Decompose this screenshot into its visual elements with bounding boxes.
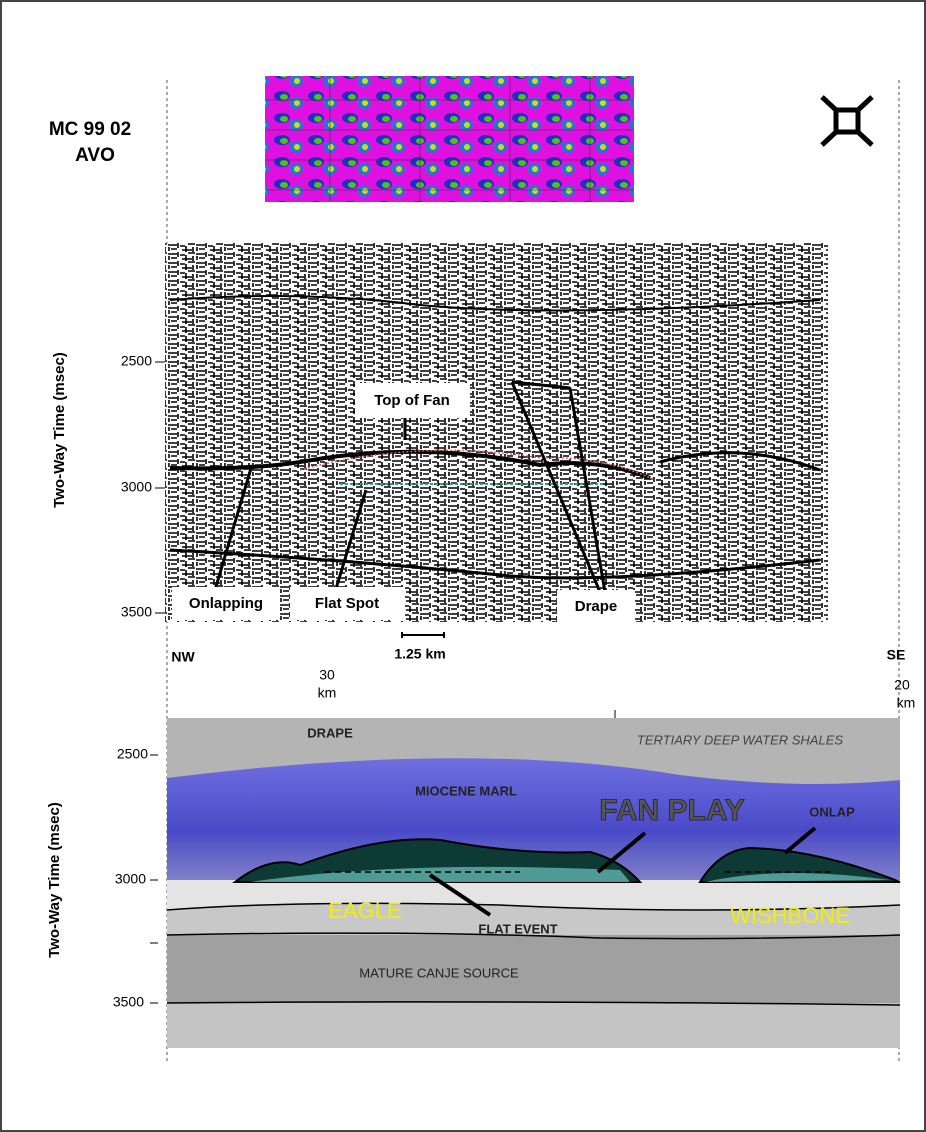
title: AVO — [75, 145, 115, 166]
y-ticks — [150, 754, 158, 1004]
seismic-horizons — [169, 449, 651, 480]
cross-section — [596, 831, 647, 874]
cross-section — [698, 846, 901, 883]
cross-section — [166, 871, 901, 1006]
scale-bar — [401, 632, 445, 638]
title: MC 99 02 — [49, 119, 131, 140]
cross-section — [167, 880, 900, 910]
compass-icon — [820, 95, 874, 147]
cross-section — [705, 872, 890, 882]
avo-grid — [265, 76, 634, 202]
annotation: Onlapping — [189, 595, 263, 612]
seismic-horizons — [169, 548, 821, 580]
distance-label: 30 — [319, 667, 335, 683]
annotation: Drape — [575, 598, 618, 615]
layer-label: FLAT EVENT — [478, 921, 557, 936]
y-tick-label: 3500 — [113, 994, 144, 1010]
y-ticks — [155, 361, 165, 614]
annotation: Top of Fan — [374, 392, 450, 409]
play-label: FAN PLAY — [599, 794, 745, 827]
compass-icon — [820, 95, 874, 147]
cross-section — [166, 902, 901, 911]
label-box — [557, 590, 635, 623]
pointer-lines — [213, 464, 254, 591]
layer-label: MATURE CANJE SOURCE — [359, 965, 519, 980]
distance-label: 20 — [894, 677, 910, 693]
cross-section — [783, 826, 817, 855]
cross-section — [166, 718, 901, 1048]
cross-section — [428, 873, 492, 917]
direction-label: SE — [887, 647, 906, 663]
cross-section — [250, 866, 630, 882]
cross-section — [167, 1003, 900, 1048]
axis-title: Two-Way Time (msec) — [46, 802, 63, 958]
label-box — [355, 383, 470, 418]
cross-section — [167, 935, 900, 1003]
seismic-horizons — [169, 295, 821, 312]
y-tick-label: 3000 — [121, 479, 152, 495]
annotation: Flat Spot — [315, 595, 379, 612]
y-tick-label: 3000 — [115, 871, 146, 887]
y-tick-label: 2500 — [117, 746, 148, 762]
label-box — [172, 587, 280, 620]
seismic-section — [165, 243, 828, 622]
field-label: WISHBONE — [730, 903, 850, 928]
field-label: EAGLE — [328, 898, 401, 923]
pointer-lines — [333, 489, 368, 593]
layer-label: ONLAP — [809, 804, 855, 819]
figure: 2500 3000 3500 — [121, 353, 152, 620]
label-box — [290, 587, 405, 620]
avo-map — [265, 76, 634, 202]
pointer-lines — [213, 380, 607, 593]
seismic-horizons — [659, 451, 821, 472]
cross-section — [167, 903, 900, 935]
distance-unit: km — [318, 685, 337, 701]
pointer-lines — [510, 381, 602, 593]
cross-section — [166, 932, 901, 940]
cross-section — [166, 1001, 901, 1006]
pointer-lines — [568, 387, 607, 593]
axis-title: Two-Way Time (msec) — [51, 352, 68, 508]
direction-label: NW — [171, 649, 195, 665]
layer-label: DRAPE — [307, 725, 353, 740]
compass-icon — [833, 107, 861, 135]
seismic-horizons — [169, 295, 821, 580]
layer-label: TERTIARY DEEP WATER SHALES — [637, 732, 843, 747]
distance-unit: km — [897, 695, 916, 711]
pointer-lines — [511, 380, 571, 390]
scale-label: 1.25 km — [394, 646, 445, 662]
layer-label: MIOCENE MARL — [415, 783, 517, 798]
cross-section — [428, 826, 817, 917]
y-tick-label: 2500 — [121, 353, 152, 369]
y-tick-label: 3500 — [121, 604, 152, 620]
